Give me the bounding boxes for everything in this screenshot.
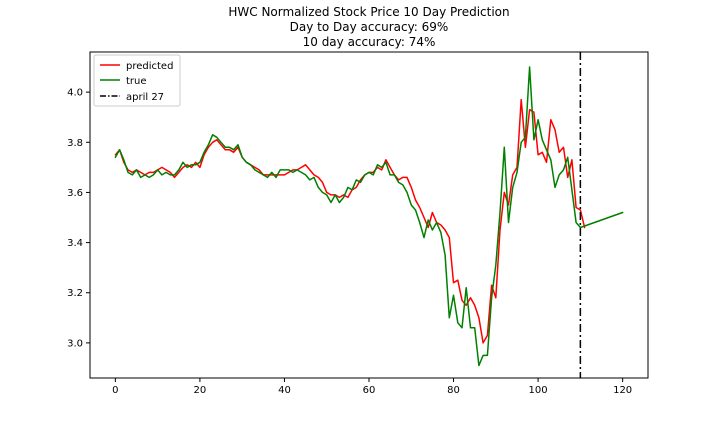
chart-title-line-2: Day to Day accuracy: 69% <box>290 20 449 34</box>
y-tick-label: 3.2 <box>67 288 83 299</box>
x-tick-label: 120 <box>613 385 632 396</box>
x-tick-label: 60 <box>363 385 376 396</box>
x-tick-label: 0 <box>112 385 118 396</box>
y-tick-label: 3.4 <box>67 238 83 249</box>
legend-label-predicted: predicted <box>126 61 173 72</box>
chart-title-line-1: HWC Normalized Stock Price 10 Day Predic… <box>228 5 509 19</box>
x-tick-label: 20 <box>194 385 207 396</box>
x-tick-label: 100 <box>529 385 548 396</box>
y-tick-label: 4.0 <box>67 88 83 99</box>
y-tick-label: 3.0 <box>67 338 83 349</box>
x-axis: 0 20 40 60 80 100 120 <box>112 378 632 396</box>
legend-box <box>93 54 181 107</box>
legend-label-april-27: april 27 <box>126 92 164 103</box>
chart-title-line-3: 10 day accuracy: 74% <box>303 35 436 49</box>
legend: predicted true april 27 <box>93 54 181 107</box>
x-tick-label: 80 <box>447 385 460 396</box>
plot-area <box>89 51 649 379</box>
y-tick-label: 3.6 <box>67 188 83 199</box>
y-tick-label: 3.8 <box>67 138 83 149</box>
x-tick-label: 40 <box>278 385 291 396</box>
series-line-true <box>114 66 624 367</box>
legend-label-true: true <box>126 76 147 87</box>
y-axis: 3.0 3.2 3.4 3.6 3.8 4.0 <box>67 88 90 349</box>
